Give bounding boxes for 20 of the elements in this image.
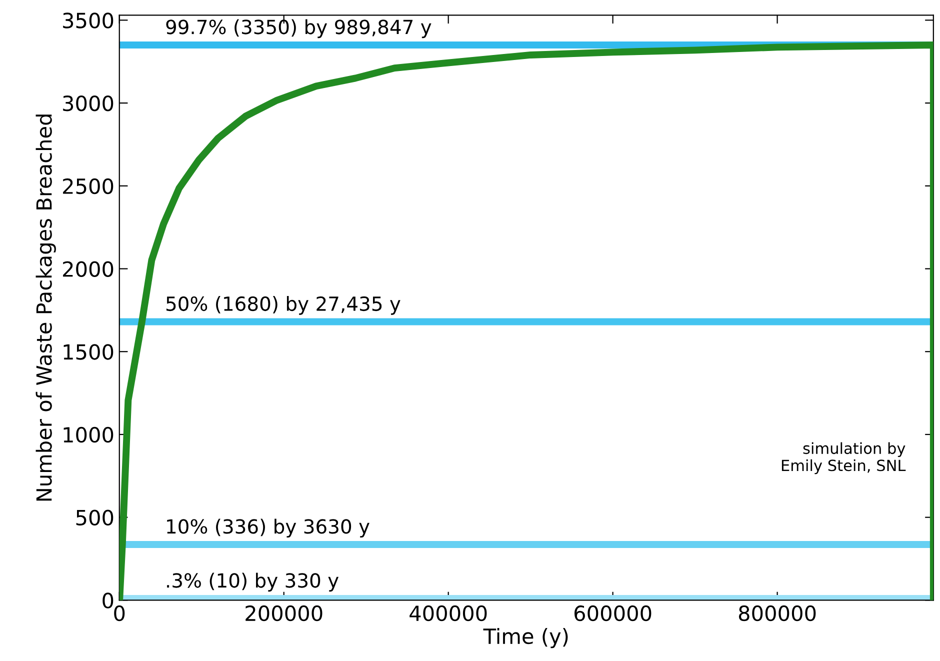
annotation: simulation by Emily Stein, SNL bbox=[782, 442, 906, 474]
ref-line-label: 99.7% (3350) by 989,847 y bbox=[166, 19, 432, 38]
x-tick-label: 0 bbox=[114, 605, 125, 622]
y-tick-label: 3500 bbox=[63, 12, 114, 28]
y-tick-label: 3000 bbox=[63, 95, 114, 112]
ref-line-label: .3% (10) by 330 y bbox=[167, 572, 339, 592]
x-axis-title: Time (y) bbox=[483, 628, 568, 648]
x-tick-label: 800000 bbox=[738, 605, 816, 622]
y-tick-label: 1500 bbox=[64, 344, 114, 360]
y-tick-label: 500 bbox=[76, 510, 114, 526]
y-tick-label: 0 bbox=[102, 592, 114, 608]
x-tick-label: 200000 bbox=[246, 605, 322, 622]
y-tick-label: 2000 bbox=[63, 261, 114, 277]
x-tick-label: 400000 bbox=[410, 605, 487, 622]
y-tick-label: 2500 bbox=[63, 178, 114, 194]
y-tick-label: 1000 bbox=[64, 426, 114, 443]
ref-line-label: 10% (336) by 3630 y bbox=[167, 518, 370, 538]
ref-line-label: 50% (1680) by 27,435 y bbox=[166, 296, 400, 315]
y-axis-title: Number of Waste Packages Breached bbox=[36, 114, 56, 501]
x-tick-label: 600000 bbox=[574, 605, 652, 622]
